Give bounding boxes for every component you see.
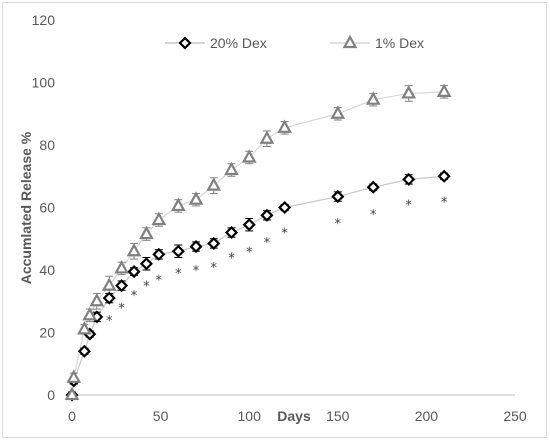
y-tick-labels: 0 20 40 60 80 100 120 [32, 12, 56, 403]
data-point-20-dex [224, 225, 239, 240]
y-tick-label: 100 [32, 75, 56, 91]
legend-marker-triangle [342, 34, 358, 49]
legend-label-20-dex: 20% Dex [210, 35, 267, 51]
y-axis-title: Accumlated Release % [18, 131, 34, 284]
data-point-1-dex [139, 225, 154, 240]
chart-frame [2, 2, 547, 438]
data-point-1-dex [436, 83, 452, 97]
significance-star: * [131, 289, 138, 304]
data-point-20-dex [189, 240, 203, 254]
x-axis-title: Days [277, 408, 311, 424]
data-point-1-dex [365, 91, 381, 105]
data-point-1-dex [151, 211, 167, 226]
legend-item-1-dex: 1% Dex [330, 34, 424, 51]
legend: 20% Dex 1% Dex [165, 34, 424, 51]
x-tick-labels: 0 50 100 150 200 250 [68, 408, 527, 424]
data-point-1-dex [77, 321, 92, 335]
data-point-1-dex [206, 177, 222, 191]
series-line-1-dex [71, 91, 445, 396]
significance-star: * [118, 302, 125, 317]
legend-label-1-dex: 1% Dex [375, 35, 424, 51]
significance-star: * [405, 198, 412, 213]
data-point-1-dex [241, 149, 257, 163]
data-point-1-dex [64, 386, 80, 401]
data-point-20-dex [102, 291, 116, 305]
significance-marks: * * * * * * * * * * * * * * * * [106, 195, 448, 329]
significance-star: * [175, 267, 182, 282]
data-point-20-dex [139, 257, 153, 271]
significance-star: * [228, 252, 235, 267]
data-point-20-dex [331, 190, 345, 204]
data-point-20-dex [402, 172, 416, 186]
data-point-20-dex [278, 200, 292, 215]
series-lines [71, 91, 445, 396]
x-tick-label: 150 [326, 408, 350, 424]
data-point-1-dex [101, 277, 117, 291]
x-tick-label: 0 [68, 408, 76, 424]
data-point-1-dex [114, 260, 129, 274]
data-point-1-dex [259, 130, 275, 144]
data-point-20-dex [437, 169, 451, 183]
legend-marker-diamond [178, 36, 192, 50]
y-tick-label: 20 [39, 325, 55, 341]
significance-star: * [143, 280, 150, 295]
data-point-1-dex [188, 191, 204, 205]
error-bars [68, 85, 449, 399]
x-tick-label: 50 [153, 408, 169, 424]
significance-star: * [193, 264, 200, 279]
legend-item-20-dex: 20% Dex [165, 35, 267, 51]
data-point-1-dex [330, 105, 346, 119]
significance-star: * [335, 217, 342, 232]
data-point-20-dex [77, 344, 91, 358]
significance-star: * [106, 314, 113, 329]
x-tick-label: 100 [238, 408, 262, 424]
y-tick-label: 80 [39, 137, 55, 153]
data-point-20-dex [171, 244, 185, 258]
series-markers [64, 83, 452, 402]
data-point-20-dex [115, 279, 129, 293]
data-point-1-dex [89, 292, 105, 307]
data-point-1-dex [170, 197, 186, 212]
significance-star: * [264, 236, 271, 251]
x-tick-label: 200 [415, 408, 439, 424]
significance-star: * [370, 208, 377, 223]
data-point-1-dex [277, 119, 293, 133]
y-tick-label: 120 [32, 12, 56, 28]
data-point-20-dex [366, 180, 380, 194]
data-point-1-dex [66, 369, 82, 383]
significance-star: * [441, 195, 448, 210]
y-tick-label: 60 [39, 200, 55, 216]
data-point-20-dex [260, 208, 274, 222]
data-point-1-dex [401, 85, 417, 99]
data-point-1-dex [126, 242, 142, 257]
data-point-20-dex [127, 265, 141, 279]
significance-star: * [156, 273, 163, 288]
y-tick-label: 0 [47, 387, 55, 403]
significance-star: * [211, 261, 218, 276]
data-point-20-dex [152, 247, 166, 261]
significance-star: * [281, 227, 288, 242]
data-point-1-dex [224, 161, 239, 176]
data-point-1-dex [82, 307, 98, 321]
significance-star: * [246, 245, 253, 260]
data-point-20-dex [207, 236, 221, 250]
y-tick-label: 40 [39, 262, 55, 278]
x-tick-label: 250 [503, 408, 527, 424]
data-point-20-dex [242, 218, 256, 232]
